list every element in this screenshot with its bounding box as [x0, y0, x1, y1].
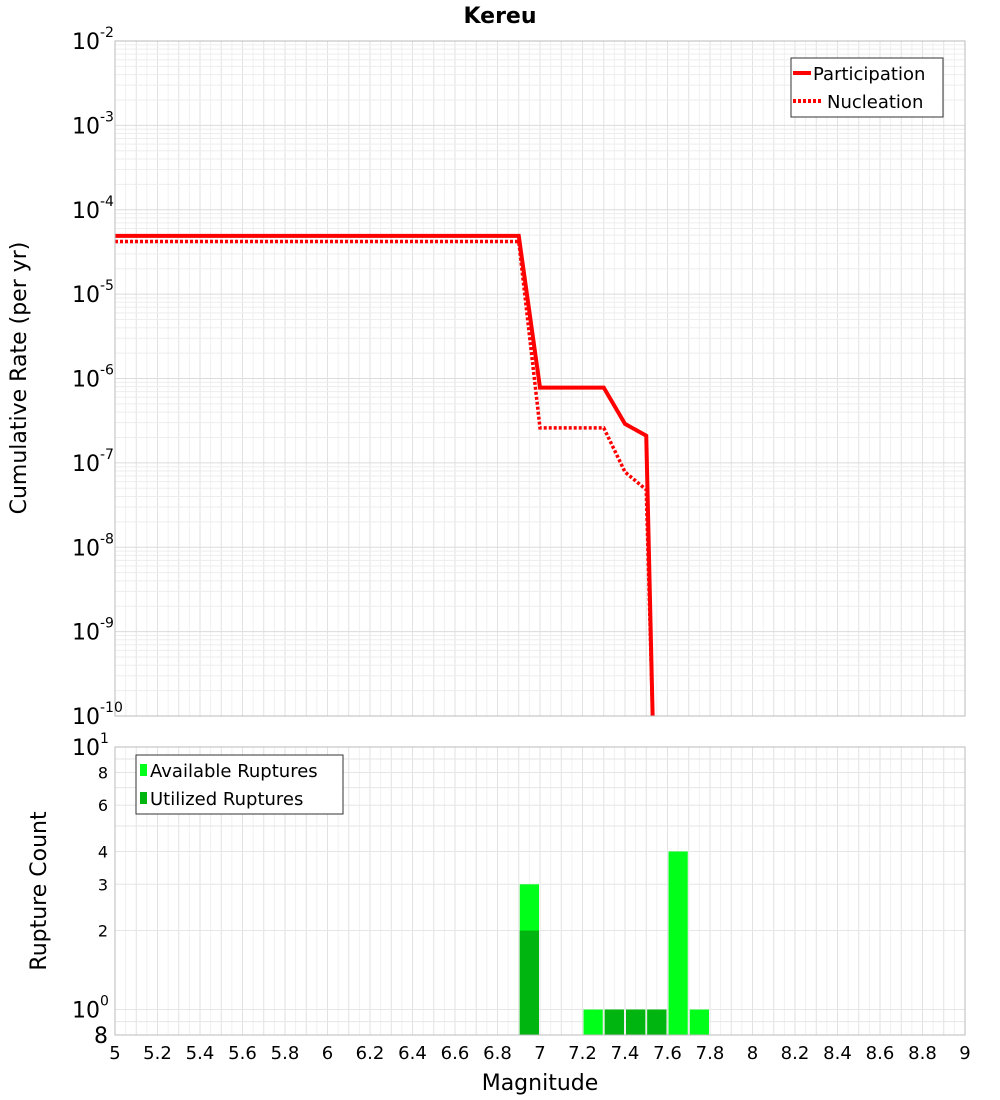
top-y-tick-label: 10-8 — [72, 531, 114, 561]
x-tick-label: 6.6 — [441, 1043, 470, 1064]
chart-title: Kereu — [463, 4, 536, 29]
utilized-bar — [519, 930, 539, 1035]
bottom-y-tick-label: 8 — [98, 763, 108, 782]
series-line-nucleation — [115, 239, 655, 717]
x-tick-labels: 5 5.2 5.4 5.6 5.8 6 6.2 6.4 6.6 6.8 7 7.2 7.4 7.6 7.8 8… — [109, 1043, 970, 1064]
x-tick-label: 7 — [534, 1043, 545, 1064]
utilized-bar — [604, 1009, 624, 1035]
x-tick-label: 8.6 — [866, 1043, 895, 1064]
x-tick-label: 9 — [959, 1043, 970, 1064]
x-tick-label: 7.8 — [696, 1043, 725, 1064]
x-axis-title: Magnitude — [482, 1071, 599, 1096]
bottom-y-tick-label: 100 — [72, 994, 109, 1024]
top-y-tick-label: 10-9 — [72, 616, 114, 646]
bottom-y-tick-label: 4 — [98, 842, 108, 861]
bottom-y-tick-label: 101 — [72, 731, 109, 761]
bottom-y-tick-label: 6 — [98, 796, 108, 815]
legend-nucleation-label: Nucleation — [827, 92, 923, 113]
x-tick-label: 6.2 — [356, 1043, 385, 1064]
x-tick-label: 6.8 — [483, 1043, 512, 1064]
top-y-tick-label: 10-4 — [72, 194, 114, 224]
x-tick-label: 5 — [109, 1043, 120, 1064]
bottom-bars-group — [519, 851, 709, 1035]
top-y-tick-label: 10-2 — [72, 25, 114, 55]
top-y-tick-label: 10-5 — [72, 278, 114, 308]
top-y-tick-label: 10-7 — [72, 447, 114, 477]
legend-participation-label: Participation — [813, 64, 925, 85]
x-tick-label: 5.2 — [143, 1043, 172, 1064]
top-series-group — [115, 233, 655, 717]
bottom-plot-border — [114, 746, 966, 1036]
x-tick-label: 8 — [747, 1043, 758, 1064]
x-tick-label: 5.4 — [186, 1043, 215, 1064]
utilized-bar — [626, 1009, 646, 1035]
legend-available-swatch — [140, 764, 147, 776]
x-tick-label: 6 — [322, 1043, 333, 1064]
bottom-legend: Available Ruptures Utilized Ruptures — [135, 754, 344, 815]
available-bar — [689, 1009, 709, 1035]
legend-utilized-swatch — [140, 792, 147, 804]
bottom-y-tick-label: 8 — [94, 1024, 108, 1049]
legend-available-label: Available Ruptures — [150, 761, 318, 782]
x-tick-label: 8.8 — [908, 1043, 937, 1064]
x-tick-label: 6.4 — [398, 1043, 427, 1064]
x-tick-label: 7.2 — [568, 1043, 597, 1064]
bottom-y-tick-label: 2 — [98, 922, 108, 941]
utilized-bar — [647, 1009, 667, 1035]
top-y-tick-label: 10-10 — [72, 700, 123, 730]
top-y-tick-label: 10-3 — [72, 109, 114, 139]
series-line-participation — [115, 233, 655, 717]
x-tick-label: 8.4 — [823, 1043, 852, 1064]
x-tick-label: 5.8 — [271, 1043, 300, 1064]
legend-utilized-label: Utilized Ruptures — [150, 789, 303, 810]
top-y-tick-labels: 10-10 10-9 10-8 10-7 10-6 10-5 10-4 10-3 10-2 — [72, 25, 123, 730]
available-bar — [668, 851, 688, 1035]
available-bar — [583, 1009, 603, 1035]
top-legend: Participation Nucleation — [790, 57, 944, 118]
x-tick-label: 7.6 — [653, 1043, 682, 1064]
x-tick-label: 8.2 — [781, 1043, 810, 1064]
bottom-y-tick-label: 3 — [98, 875, 108, 894]
x-tick-label: 7.4 — [611, 1043, 640, 1064]
top-y-tick-label: 10-6 — [72, 363, 114, 393]
top-y-axis-title: Cumulative Rate (per yr) — [7, 242, 32, 515]
top-plot-border — [114, 40, 966, 717]
x-tick-label: 5.6 — [228, 1043, 257, 1064]
bottom-y-axis-title: Rupture Count — [27, 811, 52, 971]
